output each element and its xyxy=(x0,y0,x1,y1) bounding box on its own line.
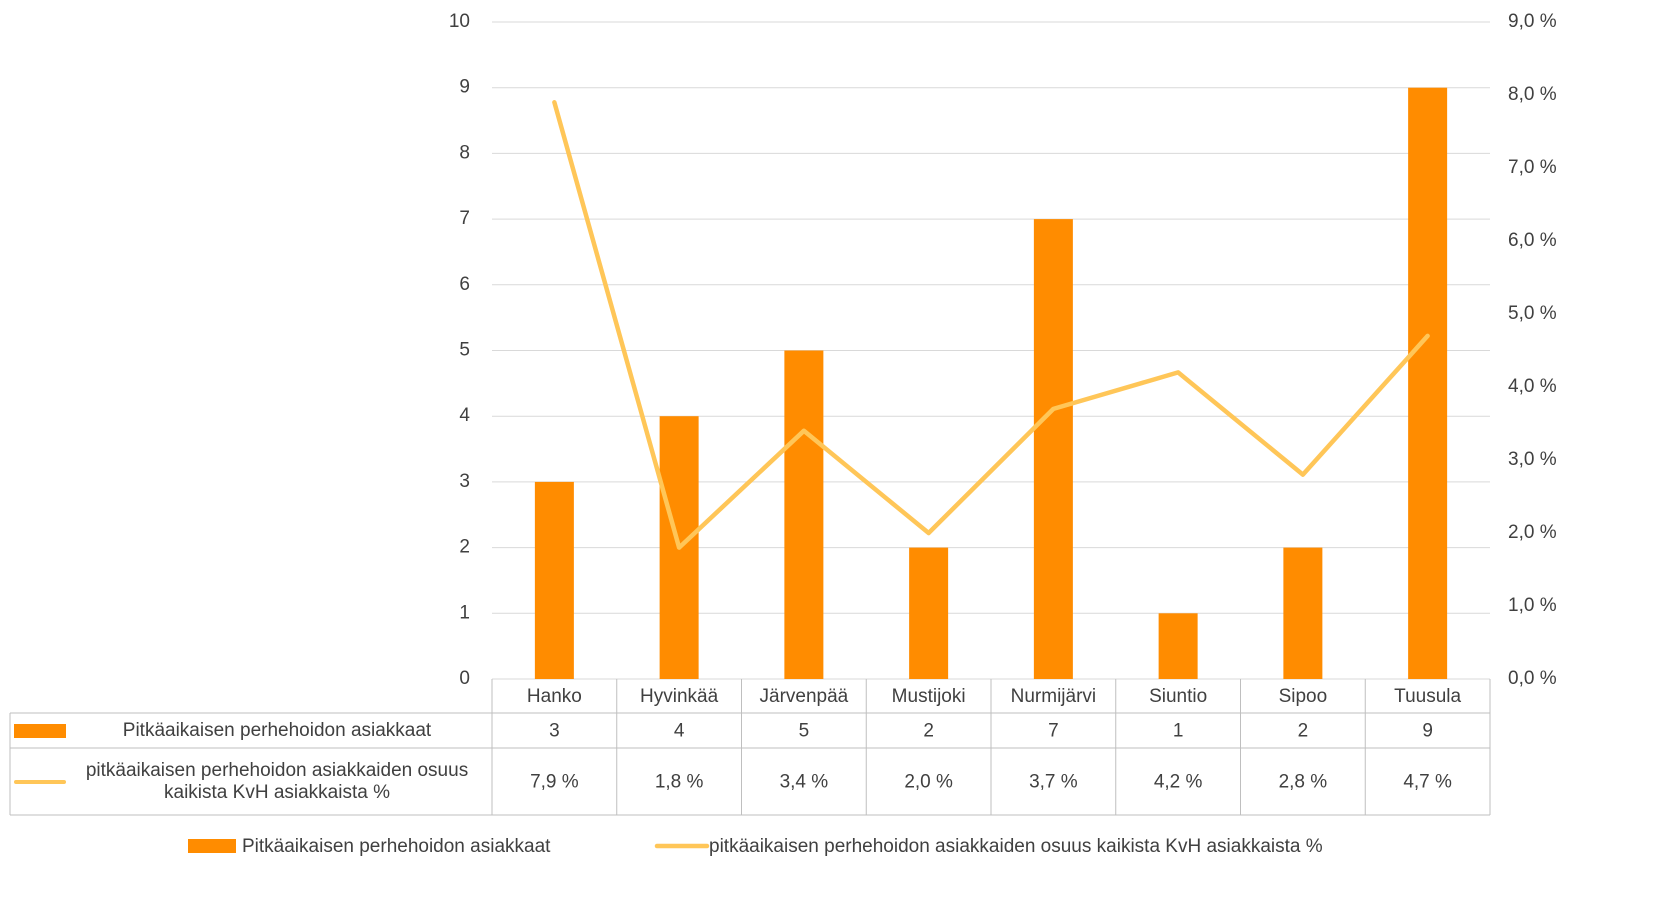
table-value: 2 xyxy=(923,721,934,742)
y-tick-label: 7 xyxy=(459,208,470,229)
bar xyxy=(534,481,574,679)
legend-swatch xyxy=(188,839,236,853)
table-value: 2 xyxy=(1298,721,1309,742)
table-value: 3,7 % xyxy=(1029,772,1078,793)
table-value: 3 xyxy=(549,721,560,742)
table-row-label: pitkäaikaisen perhehoidon asiakkaiden os… xyxy=(14,748,488,815)
y-tick-label: 3 xyxy=(459,471,470,492)
table-value: 1,8 % xyxy=(655,772,704,793)
y-tick-label: 2 xyxy=(459,537,470,558)
line xyxy=(552,100,1430,550)
x-tick-label: Järvenpää xyxy=(760,686,849,707)
bar xyxy=(1408,87,1448,679)
x-tick-label: Sipoo xyxy=(1279,686,1328,707)
table-value: 7 xyxy=(1048,721,1059,742)
x-tick-label: Mustijoki xyxy=(892,686,966,707)
y2-tick-label: 6,0 % xyxy=(1508,230,1557,251)
y-tick-label: 9 xyxy=(459,77,470,98)
table-value: 3,4 % xyxy=(780,772,829,793)
bar xyxy=(1283,547,1323,679)
y2-tick-label: 0,0 % xyxy=(1508,668,1557,689)
legend-label: Pitkäaikaisen perhehoidon asiakkaat xyxy=(242,836,551,857)
y2-tick-label: 9,0 % xyxy=(1508,11,1557,32)
y-tick-label: 6 xyxy=(459,274,470,295)
bar xyxy=(1158,613,1198,679)
row-label-text: pitkäaikaisen perhehoidon asiakkaiden os… xyxy=(85,759,469,803)
table-value: 1 xyxy=(1173,721,1184,742)
bar xyxy=(784,350,824,679)
y2-tick-label: 2,0 % xyxy=(1508,522,1557,543)
table-value: 2,8 % xyxy=(1279,772,1328,793)
y2-tick-label: 7,0 % xyxy=(1508,157,1557,178)
y2-tick-label: 3,0 % xyxy=(1508,449,1557,470)
y2-tick-label: 5,0 % xyxy=(1508,303,1557,324)
y-tick-label: 10 xyxy=(449,11,470,32)
bar xyxy=(909,547,949,679)
table-row-label: Pitkäaikaisen perhehoidon asiakkaat xyxy=(14,713,488,748)
x-tick-label: Hyvinkää xyxy=(640,686,719,707)
legend-swatch xyxy=(14,779,66,784)
legend-label: pitkäaikaisen perhehoidon asiakkaiden os… xyxy=(709,836,1323,857)
bar xyxy=(1033,219,1073,679)
x-tick-label: Siuntio xyxy=(1149,686,1207,707)
table-value: 4,2 % xyxy=(1154,772,1203,793)
y-tick-label: 0 xyxy=(459,668,470,689)
x-tick-label: Tuusula xyxy=(1394,686,1461,707)
y-tick-label: 4 xyxy=(459,405,470,426)
row-label-text: Pitkäaikaisen perhehoidon asiakkaat xyxy=(122,719,432,741)
table-value: 5 xyxy=(799,721,810,742)
table-value: 2,0 % xyxy=(904,772,953,793)
y2-tick-label: 1,0 % xyxy=(1508,595,1557,616)
y2-tick-label: 4,0 % xyxy=(1508,376,1557,397)
legend-swatch xyxy=(14,723,66,738)
y2-tick-label: 8,0 % xyxy=(1508,84,1557,105)
table-value: 7,9 % xyxy=(530,772,579,793)
table-value: 4 xyxy=(674,721,685,742)
y-tick-label: 5 xyxy=(459,340,470,361)
x-tick-label: Hanko xyxy=(527,686,582,707)
y-tick-label: 8 xyxy=(459,142,470,163)
table-value: 9 xyxy=(1422,721,1433,742)
table-value: 4,7 % xyxy=(1403,772,1452,793)
x-tick-label: Nurmijärvi xyxy=(1011,686,1097,707)
y-tick-label: 1 xyxy=(459,602,470,623)
